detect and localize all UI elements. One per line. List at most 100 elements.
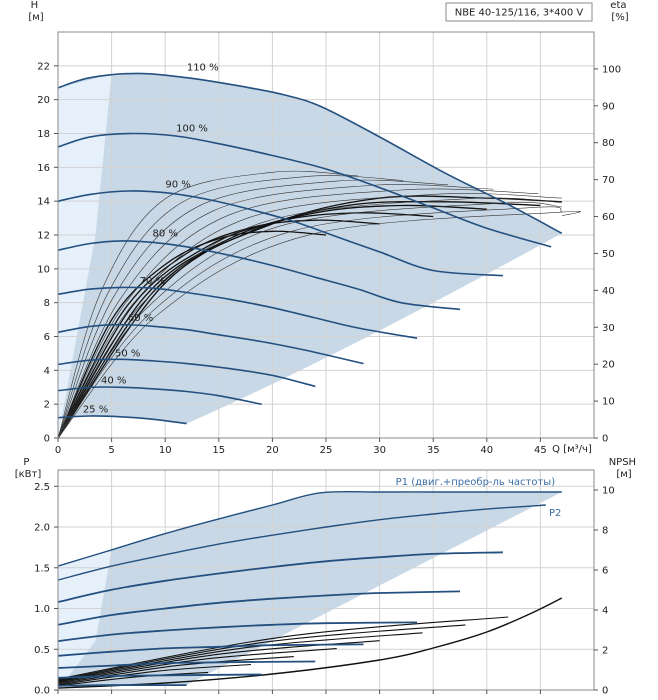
y-tick-label: 16 [37,163,50,174]
npsh-line [57,640,380,683]
bottom-power-curves [57,490,562,687]
speed-label: 60 % [128,313,153,324]
power-label: P2 [549,508,561,519]
x-tick-label: 5 [108,445,114,456]
y2-tick-label: 30 [602,323,615,334]
speed-label: 50 % [115,348,140,359]
head-curve [57,358,316,388]
y-tick-label: 0.5 [34,645,50,656]
x-axis-label: Q [м³/ч] [552,444,592,455]
top-panel: 110 % 100 % 90 % 80 % 70 % 60 % 50 % 40 % 25 % 0… [28,0,629,456]
y-tick-label: 2 [44,400,50,411]
y2-tick-label: 80 [602,138,615,149]
efficiency-curve-thin [57,188,539,439]
efficiency-curve-thin [57,184,494,439]
operating-range-fill [58,73,562,438]
y-tick-label: 12 [37,231,50,242]
y2-tick-label: 10 [602,397,615,408]
y2-axis-label-bottom: NPSH [м] [609,457,640,480]
title-box-frame [445,2,593,22]
power-curve [57,643,364,657]
y2-tick-label: 8 [602,526,608,537]
y2-tick-label: 0 [602,686,608,697]
y-tick-label: 0.0 [34,686,50,697]
npsh-line [57,632,423,682]
speed-label: 25 % [83,404,108,415]
npsh-line [57,616,509,680]
speed-label: 110 % [187,63,219,74]
y2-tick-label: 6 [602,566,608,577]
efficiency-curve-thin [57,193,562,439]
efficiency-curve [57,230,327,439]
npsh-line [57,624,466,681]
y2-axis-label-top: eta [%] [610,0,629,23]
y-tick-label: 1.0 [34,604,50,615]
top-speed-labels: 110 % 100 % 90 % 80 % 70 % 60 % 50 % 40 % 25 % [83,63,219,416]
bottom-power-labels: P1 (двиг.+преобр-ль частоты) P2 [396,477,562,519]
y2-tick-label: 10 [602,486,615,497]
x-tick-label: 0 [55,445,61,456]
y-tick-label: 1.5 [34,563,50,574]
efficiency-curve-thin [57,210,581,439]
npsh-line [57,597,563,689]
y-axis-label-bottom: P [кВт] [15,457,42,480]
speed-label: 80 % [152,228,177,239]
y-tick-label: 0 [44,434,50,445]
head-curve [57,190,503,277]
chart-title: NBE 40-125/116, 3*400 V [455,8,584,19]
y2-tick-label: 90 [602,101,615,112]
y2-tick-label: 0 [602,434,608,445]
x-tick-label: 20 [266,445,279,456]
npsh-line [57,663,252,686]
x-tick-label: 10 [159,445,172,456]
efficiency-curve-thin [57,179,449,439]
bottom-panel: P1 (двиг.+преобр-ль частоты) P2 0.0 0.5 1.0… [15,457,640,697]
y-tick-label: 2.5 [34,482,50,493]
x-tick-label: 25 [320,445,333,456]
x-tick-label: 30 [373,445,386,456]
efficiency-curve-thin [57,202,562,439]
y-tick-label: 8 [44,298,50,309]
title-box: NBE 40-125/116, 3*400 V [445,2,593,22]
light-region-fill [58,74,112,439]
npsh-line [57,656,294,685]
power-label: P1 (двиг.+преобр-ль частоты) [396,477,556,488]
operating-range-fill [58,492,562,690]
efficiency-curve-thin [57,175,404,439]
head-curve [57,386,262,405]
y-tick-label: 22 [37,61,50,72]
top-head-curves [57,72,563,425]
head-curve [57,72,563,235]
y2-tick-label: 4 [602,606,608,617]
y2-tick-label: 100 [602,64,621,75]
speed-label: 100 % [176,124,208,135]
power-curve [57,504,546,581]
top-axis-ticks: 0 5 10 15 20 25 30 35 40 45 0 2 4 6 8 10 12 14 16 18 20 22 0 10… [37,61,621,456]
top-operating-region [58,73,562,439]
head-curve [57,323,364,365]
head-curve [57,286,418,339]
bottom-axis-ticks: 0.0 0.5 1.0 1.5 2.0 2.5 0 2 4 6 8 10 [34,482,615,697]
x-tick-label: 45 [534,445,547,456]
y-tick-label: 6 [44,332,50,343]
x-tick-label: 40 [480,445,493,456]
speed-label: 70 % [140,276,165,287]
y2-tick-label: 20 [602,360,615,371]
y-tick-label: 18 [37,129,50,140]
power-curve [57,551,503,603]
y2-tick-label: 40 [602,286,615,297]
bottom-grid [58,470,594,690]
efficiency-curve-thin [57,197,562,439]
top-efficiency-curves [57,170,581,439]
y-tick-label: 14 [37,197,50,208]
y2-tick-label: 50 [602,249,615,260]
y-tick-label: 20 [37,95,50,106]
head-curve [57,132,552,248]
x-tick-label: 35 [427,445,440,456]
power-curve [57,673,262,679]
head-curve [57,415,187,425]
speed-label: 40 % [101,376,126,387]
y2-tick-label: 2 [602,646,608,657]
y-tick-label: 2.0 [34,523,50,534]
